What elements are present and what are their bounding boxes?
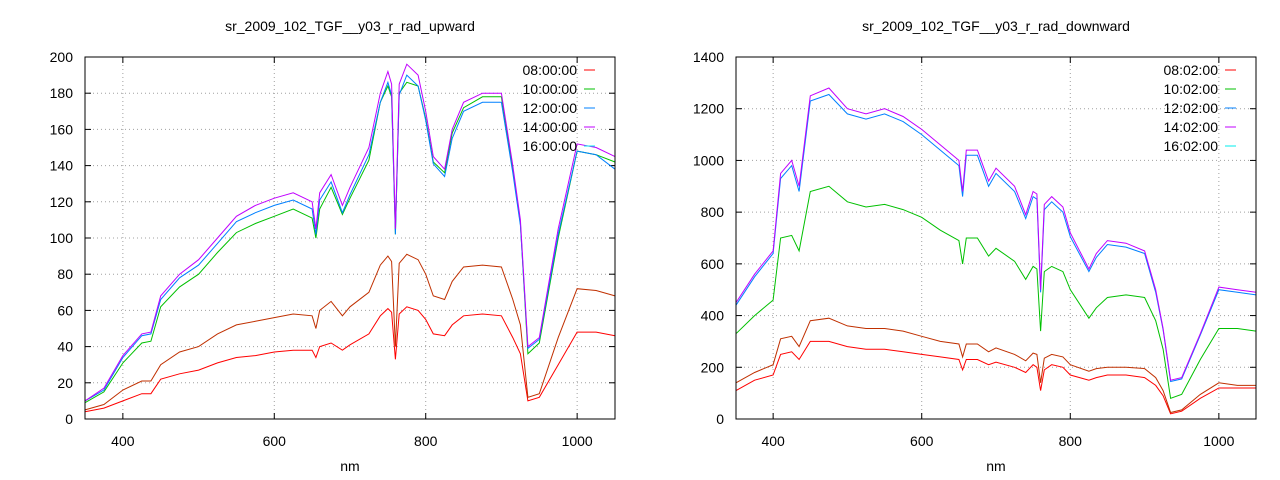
plot-upward: 0 20 40 60 80 100 120 140 160 180 200 400 600 800 1000…	[50, 18, 616, 474]
x-tick-label: 800	[414, 433, 438, 449]
legend-label: 16:00:00	[523, 138, 578, 154]
legend-label: 16:02:00	[1164, 138, 1219, 154]
x-tick-label: 1000	[562, 433, 593, 449]
series-line-140000	[84, 63, 616, 402]
y-tick-label: 60	[57, 302, 73, 318]
legend-label: 10:00:00	[523, 81, 578, 97]
y-tick-label: 0	[716, 411, 724, 427]
x-tick-label: 400	[761, 433, 785, 449]
y-tick-label: 400	[701, 308, 725, 324]
legend-label: 14:00:00	[523, 119, 578, 135]
legend-label: 08:00:00	[523, 62, 578, 78]
legend: 08:02:00 10:02:00 12:02:00 14:02:00 16:02:00	[1164, 62, 1236, 154]
x-tick-label: 800	[1059, 433, 1083, 449]
plot-frame	[84, 56, 616, 420]
plot-frame	[735, 56, 1257, 420]
y-tick-label: 0	[65, 411, 73, 427]
series-line-080000	[84, 306, 616, 413]
y-tick-label: 1200	[693, 101, 724, 117]
x-axis-label: nm	[986, 458, 1005, 474]
series-line-160000	[84, 253, 616, 411]
y-tick-label: 40	[57, 339, 73, 355]
y-tick-label: 200	[701, 359, 725, 375]
y-tick-label: 120	[50, 194, 74, 210]
y-tick-label: 140	[50, 158, 74, 174]
chart-title: sr_2009_102_TGF__y03_r_rad_downward	[862, 18, 1130, 34]
y-tick-label: 100	[50, 230, 74, 246]
y-tick-label: 800	[701, 204, 725, 220]
y-tick-label: 600	[701, 256, 725, 272]
x-tick-label: 600	[910, 433, 934, 449]
x-tick-label: 400	[111, 433, 135, 449]
series-line-160200	[735, 317, 1256, 414]
x-tick-label: 1000	[1203, 433, 1234, 449]
series-line-080200	[735, 340, 1256, 415]
y-tick-label: 1000	[693, 152, 724, 168]
plot-downward: 0 200 400 600 800 1000 1200 1400 400 600 800 1000 sr…	[693, 18, 1257, 474]
legend-label: 12:02:00	[1164, 100, 1219, 116]
y-tick-label: 80	[57, 266, 73, 282]
y-tick-label: 160	[50, 121, 74, 137]
legend-label: 10:02:00	[1164, 81, 1219, 97]
series-line-140200	[735, 87, 1257, 381]
y-tick-label: 200	[50, 49, 74, 65]
chart-title: sr_2009_102_TGF__y03_r_rad_upward	[225, 18, 475, 34]
legend-label: 14:02:00	[1164, 119, 1219, 135]
y-tick-label: 180	[50, 85, 74, 101]
y-tick-label: 1400	[693, 49, 724, 65]
series-line-120000	[84, 74, 616, 402]
series-line-100200	[735, 185, 1257, 399]
legend-label: 08:02:00	[1164, 62, 1219, 78]
x-tick-label: 600	[263, 433, 287, 449]
x-axis-label: nm	[340, 458, 359, 474]
y-tick-label: 20	[57, 375, 73, 391]
legend: 08:00:00 10:00:00 12:00:00 14:00:00 16:00:00	[523, 62, 595, 154]
legend-label: 12:00:00	[523, 100, 578, 116]
